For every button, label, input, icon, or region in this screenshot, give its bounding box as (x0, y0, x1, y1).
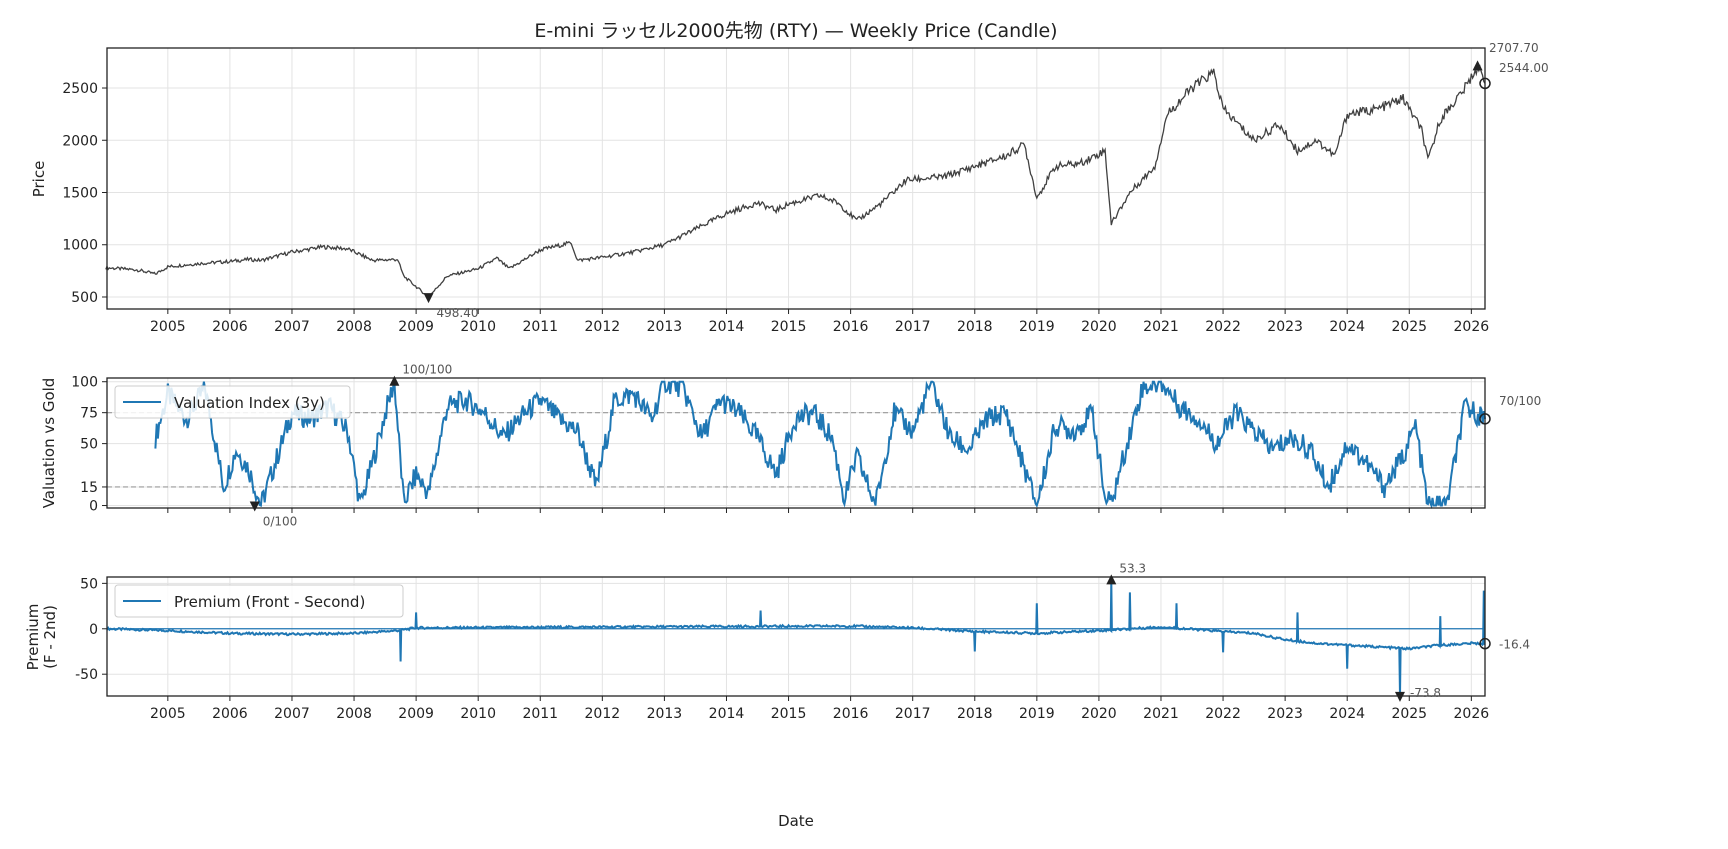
x-tick-label: 2008 (336, 319, 372, 335)
x-tick-label: 2024 (1329, 319, 1365, 335)
chart-title: E-mini ラッセル2000先物 (RTY) — Weekly Price (… (534, 20, 1057, 42)
x-tick-label: 2024 (1329, 706, 1365, 722)
annotation-label: 498.40 (437, 306, 479, 320)
x-tick-label: 2010 (460, 706, 496, 722)
annotation-label: 2544.00 (1499, 61, 1549, 75)
axes-frame (106, 576, 1486, 697)
max-marker-triangle-up (1472, 60, 1483, 71)
panel-0: 2005 2006 2007 2008 2009 2010 2011 2012 2013 2014… (62, 41, 1548, 335)
x-tick-label: 2011 (522, 319, 558, 335)
y-tick-label: 0 (89, 499, 98, 515)
x-tick-label: 2019 (1019, 319, 1055, 335)
x-tick-label: 2023 (1267, 319, 1303, 335)
x-tick-label: 2007 (274, 706, 310, 722)
x-tick-label: 2021 (1143, 319, 1179, 335)
legend: Premium (Front - Second) (114, 584, 404, 618)
x-tick-label: 2011 (522, 706, 558, 722)
axes-frame (106, 377, 1486, 509)
max-marker-triangle-up (1106, 574, 1117, 585)
x-tick-label: 2022 (1205, 319, 1241, 335)
y-axis-label-price: Price (30, 161, 48, 198)
y-tick-label: 100 (71, 375, 98, 391)
annotation-label: -73.8 (1410, 686, 1441, 700)
x-tick-label: 2022 (1205, 706, 1241, 722)
min-marker-triangle-down (423, 293, 434, 304)
y-tick-label: 75 (80, 406, 98, 422)
x-tick-label: 2017 (895, 319, 931, 335)
x-tick-label: 2005 (150, 319, 186, 335)
min-marker-triangle-down (249, 501, 260, 512)
annotation-label: 100/100 (402, 363, 452, 377)
x-tick-label: 2015 (771, 319, 807, 335)
panel-2: 2005 2006 2007 2008 2009 2010 2011 2012 2013 2014… (75, 561, 1530, 722)
x-tick-label: 2014 (709, 319, 745, 335)
panel-1: 0 15 50 75 100 Valuation Index (3y) 100/100 0/1… (71, 363, 1541, 529)
last-marker-circle (1479, 77, 1491, 90)
x-tick-label: 2015 (771, 706, 807, 722)
y-axis-label-valuation: Valuation vs Gold (40, 378, 58, 509)
y-tick-label: 500 (71, 290, 98, 306)
y-tick-label: 2500 (62, 81, 98, 97)
axes-frame (106, 47, 1486, 310)
legend-box (114, 385, 351, 419)
y-tick-label: 1000 (62, 238, 98, 254)
series-line (106, 580, 1486, 696)
x-tick-label: 2023 (1267, 706, 1303, 722)
legend: Valuation Index (3y) (114, 385, 351, 419)
last-marker-circle (1479, 637, 1491, 650)
legend-label: Valuation Index (3y) (174, 394, 325, 412)
x-tick-label: 2020 (1081, 706, 1117, 722)
x-tick-label: 2008 (336, 706, 372, 722)
x-tick-label: 2014 (709, 706, 745, 722)
x-tick-label: 2016 (833, 319, 869, 335)
annotation-label: 70/100 (1499, 394, 1541, 408)
x-tick-label: 2010 (460, 319, 496, 335)
y-axis-label-premium: (F - 2nd) (41, 605, 59, 669)
series-line (105, 64, 1486, 299)
x-tick-label: 2025 (1391, 706, 1427, 722)
x-tick-label: 2013 (647, 319, 683, 335)
x-tick-label: 2026 (1454, 706, 1490, 722)
x-tick-label: 2021 (1143, 706, 1179, 722)
x-tick-label: 2017 (895, 706, 931, 722)
x-tick-label: 2012 (585, 319, 621, 335)
x-tick-label: 2012 (585, 706, 621, 722)
legend-label: Premium (Front - Second) (174, 593, 365, 611)
y-tick-label: 0 (89, 622, 98, 638)
x-tick-label: 2026 (1454, 319, 1490, 335)
min-marker-triangle-down (1394, 691, 1405, 702)
series-line (154, 380, 1486, 510)
x-tick-label: 2018 (957, 706, 993, 722)
annotation-label: -16.4 (1499, 638, 1530, 652)
annotation-label: 0/100 (263, 515, 298, 529)
y-tick-label: 2000 (62, 133, 98, 149)
annotation-label: 2707.70 (1489, 41, 1539, 55)
panels: 2005 2006 2007 2008 2009 2010 2011 2012 2013 2014… (24, 41, 1549, 722)
x-tick-label: 2009 (398, 319, 434, 335)
y-tick-label: 15 (80, 480, 98, 496)
x-tick-label: 2007 (274, 319, 310, 335)
x-tick-label: 2006 (212, 319, 248, 335)
last-marker-circle (1479, 413, 1491, 425)
x-tick-label: 2019 (1019, 706, 1055, 722)
y-tick-label: 50 (80, 437, 98, 453)
y-axis-label-premium: Premium (24, 604, 42, 671)
x-tick-label: 2018 (957, 319, 993, 335)
x-tick-label: 2005 (150, 706, 186, 722)
y-tick-label: -50 (75, 667, 98, 683)
x-tick-label: 2016 (833, 706, 869, 722)
x-tick-label: 2009 (398, 706, 434, 722)
x-axis-label-date: Date (778, 812, 814, 830)
x-tick-label: 2025 (1391, 319, 1427, 335)
y-tick-label: 1500 (62, 186, 98, 202)
x-tick-label: 2006 (212, 706, 248, 722)
x-tick-label: 2020 (1081, 319, 1117, 335)
legend-box (114, 584, 404, 618)
x-tick-label: 2013 (647, 706, 683, 722)
annotation-label: 53.3 (1119, 561, 1146, 575)
max-marker-triangle-up (389, 375, 400, 386)
y-tick-label: 50 (80, 576, 98, 592)
